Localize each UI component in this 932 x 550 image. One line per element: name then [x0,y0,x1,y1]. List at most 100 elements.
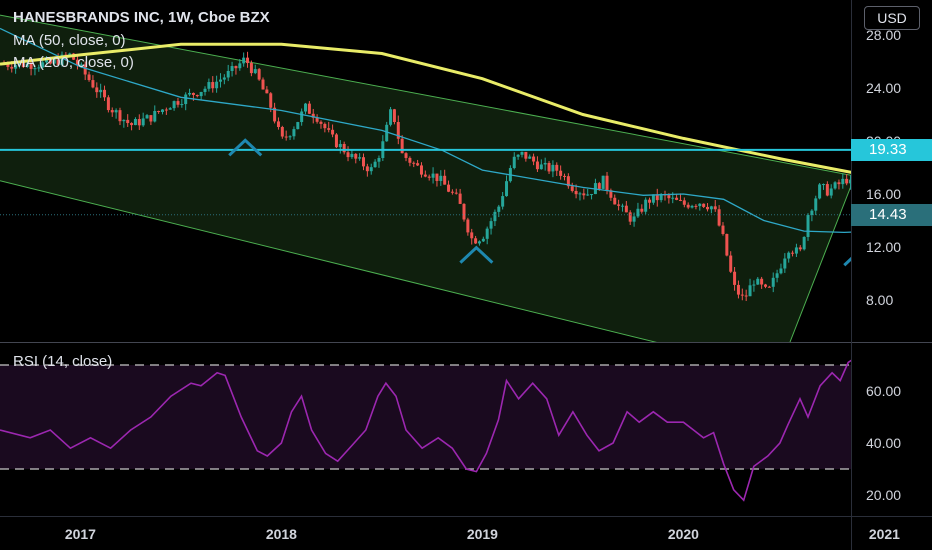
time-tick-label: 2020 [668,526,699,542]
candle-body [195,94,199,97]
candle-body [849,179,851,184]
ma200-legend[interactable]: MA (200, close, 0) [13,54,134,71]
candle-body [222,77,226,80]
time-tick-label: 2018 [266,526,297,542]
candle-body [17,62,21,66]
candle-body [725,233,729,256]
candle-body [153,110,157,122]
rsi-tick-label: 40.00 [866,435,901,451]
candle-body [671,197,675,199]
candle-body [485,228,489,239]
candle-body [338,143,342,148]
bottom-marker[interactable] [843,250,876,267]
candle-body [141,118,145,126]
trend-channel-right-line[interactable] [789,185,851,342]
candle-body [14,65,18,69]
candle-body [369,167,373,172]
rsi-line [0,359,851,502]
trend-channel-upper-line[interactable] [0,14,851,176]
candle-body [779,268,783,274]
bottom-marker[interactable] [228,138,263,157]
candle-body [180,104,184,106]
candle-body [211,82,215,89]
candle-body [149,115,153,122]
candle-body [296,122,300,130]
candle-body [87,74,91,81]
candle-body [52,59,56,64]
candle-body [172,101,176,109]
candle-body [760,278,764,285]
candle-body [729,255,733,272]
candle-body [477,241,481,244]
candle-body [130,123,134,126]
trend-channel-lower-line[interactable] [0,180,683,349]
price-tick-label: 28.00 [866,27,901,43]
candle-body [118,110,122,122]
candle-body [682,200,686,205]
candle-body [539,164,543,170]
candle-body [133,119,137,126]
candle-body [184,94,188,105]
candle-body [628,212,632,222]
candle-body [535,161,539,170]
candle-body [806,214,810,237]
candle-body [794,247,798,254]
candle-body [346,152,350,158]
candle-body [342,143,346,153]
candle-body [516,154,520,157]
candle-body [466,219,470,233]
time-tick-label: 2019 [467,526,498,542]
candle-body [825,184,829,196]
candle-body [462,203,466,220]
price-pane[interactable] [0,14,902,349]
candle-body [145,115,149,119]
candle-body [829,188,833,196]
bottom-marker[interactable] [459,245,494,264]
candle-body [450,191,454,193]
candle-body [520,151,524,155]
candle-body [841,178,845,185]
time-axis[interactable]: 2017 2018 2019 2020 2021 [65,526,900,542]
time-tick-label: 2017 [65,526,96,542]
currency-button[interactable]: USD [864,6,920,30]
candle-body [733,271,737,285]
candle-body [667,195,671,199]
candle-body [392,109,396,123]
chart-title: HANESBRANDS INC, 1W, Cboe BZX [13,9,270,26]
candle-body [114,110,118,113]
rsi-tick-label: 20.00 [866,487,901,503]
candle-body [582,193,586,196]
trend-channel-fill [0,15,851,342]
rsi-axis[interactable]: 20.00 40.00 60.00 [866,383,901,503]
rsi-pane[interactable] [0,359,870,502]
candle-body [358,157,362,159]
candle-body [253,69,257,74]
candle-body [99,89,103,93]
candle-body [203,88,207,92]
candle-body [265,89,269,94]
candle-body [60,54,64,65]
ma50-legend[interactable]: MA (50, close, 0) [13,32,126,49]
candle-body [164,109,168,111]
candle-body [75,59,79,66]
candle-body [427,176,431,178]
candle-body [605,175,609,191]
candle-body [501,196,505,207]
candle-body [176,101,180,105]
candle-body [821,184,825,186]
candle-body [547,162,551,172]
candle-body [814,198,818,211]
candle-body [767,286,771,288]
candle-body [10,66,14,69]
candle-body [126,119,130,124]
candle-body [323,123,327,129]
candle-body [837,182,841,185]
candle-body [400,138,404,154]
candle-body [103,89,107,98]
candle-body [157,110,161,113]
candle-body [690,205,694,208]
candle-body [551,164,555,172]
rsi-legend[interactable]: RSI (14, close) [13,353,113,370]
